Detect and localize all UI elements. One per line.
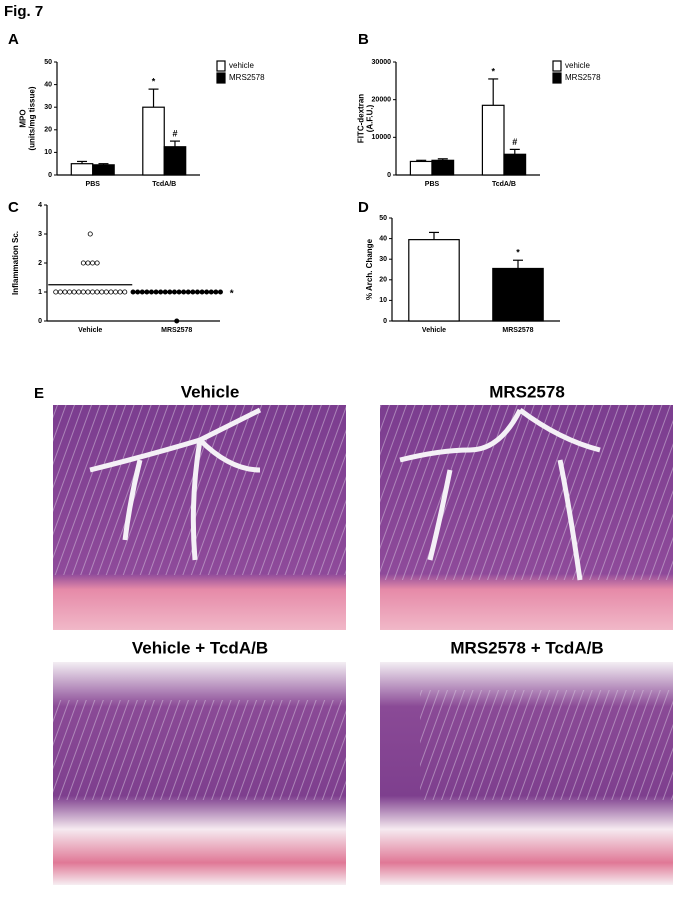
panel-label: A (8, 31, 19, 48)
y-tick-label: 2 (38, 260, 42, 267)
x-tick-label: PBS (425, 181, 440, 188)
image-title: Vehicle (181, 382, 240, 401)
panel-label: C (8, 199, 19, 216)
y-tick-label: 0 (387, 172, 391, 179)
bar (431, 159, 455, 176)
bar (142, 106, 165, 176)
y-tick-label: 20 (379, 277, 387, 284)
y-tick-label: 10000 (372, 134, 392, 141)
panel-label: D (358, 199, 369, 216)
x-tick-label: Vehicle (78, 327, 102, 334)
panel-label: B (358, 31, 369, 48)
bar (503, 153, 527, 176)
y-tick-label: 10 (379, 297, 387, 304)
data-point (85, 289, 91, 295)
x-tick-label: TcdA/B (492, 181, 516, 188)
y-tick-label: 40 (379, 235, 387, 242)
annotation: * (152, 76, 156, 86)
y-tick-label: 40 (44, 81, 52, 88)
data-point (57, 289, 63, 295)
y-tick-label: 50 (44, 59, 52, 66)
legend-swatch (216, 60, 226, 72)
data-point (108, 289, 114, 295)
y-tick-label: 50 (379, 215, 387, 222)
image-title: MRS2578 (489, 382, 565, 401)
annotation: # (512, 137, 517, 147)
legend-label: vehicle (565, 61, 590, 70)
data-point (67, 289, 73, 295)
y-tick-label: 20000 (372, 97, 392, 104)
data-point (90, 260, 96, 266)
data-point (94, 289, 100, 295)
histology-image (380, 662, 673, 885)
panel-label: E (34, 385, 44, 402)
legend-label: vehicle (229, 61, 254, 70)
y-tick-label: 1 (38, 289, 42, 296)
x-tick-label: MRS2578 (161, 327, 192, 334)
bar (70, 163, 94, 176)
data-point (103, 289, 109, 295)
legend-swatch (552, 60, 562, 72)
y-tick-label: 10 (44, 149, 52, 156)
histology-image (53, 405, 346, 630)
y-tick-label: 4 (38, 202, 42, 209)
y-axis-label: (A.F.U.) (366, 104, 375, 132)
histology-image (380, 405, 673, 630)
legend-swatch (552, 72, 562, 84)
y-tick-label: 20 (44, 127, 52, 134)
data-point (94, 260, 100, 266)
data-point (87, 231, 93, 237)
y-tick-label: 30 (44, 104, 52, 111)
annotation: * (516, 248, 520, 258)
x-tick-label: PBS (86, 181, 101, 188)
data-point (85, 260, 91, 266)
x-tick-label: Vehicle (422, 327, 446, 334)
data-point (174, 318, 180, 324)
bar (408, 239, 460, 322)
x-tick-label: MRS2578 (502, 327, 533, 334)
y-axis-label: (units/mg tissue) (28, 86, 37, 150)
annotation: * (491, 66, 495, 76)
y-tick-label: 0 (383, 318, 387, 325)
y-tick-label: 0 (38, 318, 42, 325)
data-point (80, 289, 86, 295)
y-tick-label: 30000 (372, 59, 392, 66)
bar (92, 164, 115, 176)
data-point (122, 289, 128, 295)
y-axis-label: Inflammation Sc. (11, 231, 20, 295)
annotation: * (230, 289, 234, 300)
data-point (62, 289, 68, 295)
data-point (53, 289, 59, 295)
bar (481, 104, 505, 176)
y-axis-label: % Arch. Change (365, 238, 374, 300)
image-title: MRS2578 + TcdA/B (450, 638, 603, 657)
y-axis-label: FITC-dextran (357, 94, 366, 143)
data-point (130, 289, 136, 295)
y-axis-label: MPO (19, 109, 28, 127)
data-point (117, 289, 123, 295)
image-title: Vehicle + TcdA/B (132, 638, 268, 657)
figure-title: Fig. 7 (4, 3, 43, 20)
data-point (217, 289, 223, 295)
histology-image (53, 662, 346, 885)
data-point (76, 289, 82, 295)
legend-label: MRS2578 (565, 73, 601, 82)
data-point (113, 289, 119, 295)
legend-label: MRS2578 (229, 73, 265, 82)
y-tick-label: 30 (379, 256, 387, 263)
y-tick-label: 0 (48, 172, 52, 179)
bar (492, 267, 544, 322)
annotation: # (172, 128, 177, 138)
y-tick-label: 3 (38, 231, 42, 238)
bar (163, 146, 187, 176)
bar (409, 160, 433, 176)
data-point (80, 260, 86, 266)
data-point (90, 289, 96, 295)
data-point (71, 289, 77, 295)
data-point (99, 289, 105, 295)
x-tick-label: TcdA/B (152, 181, 176, 188)
legend-swatch (216, 72, 226, 84)
